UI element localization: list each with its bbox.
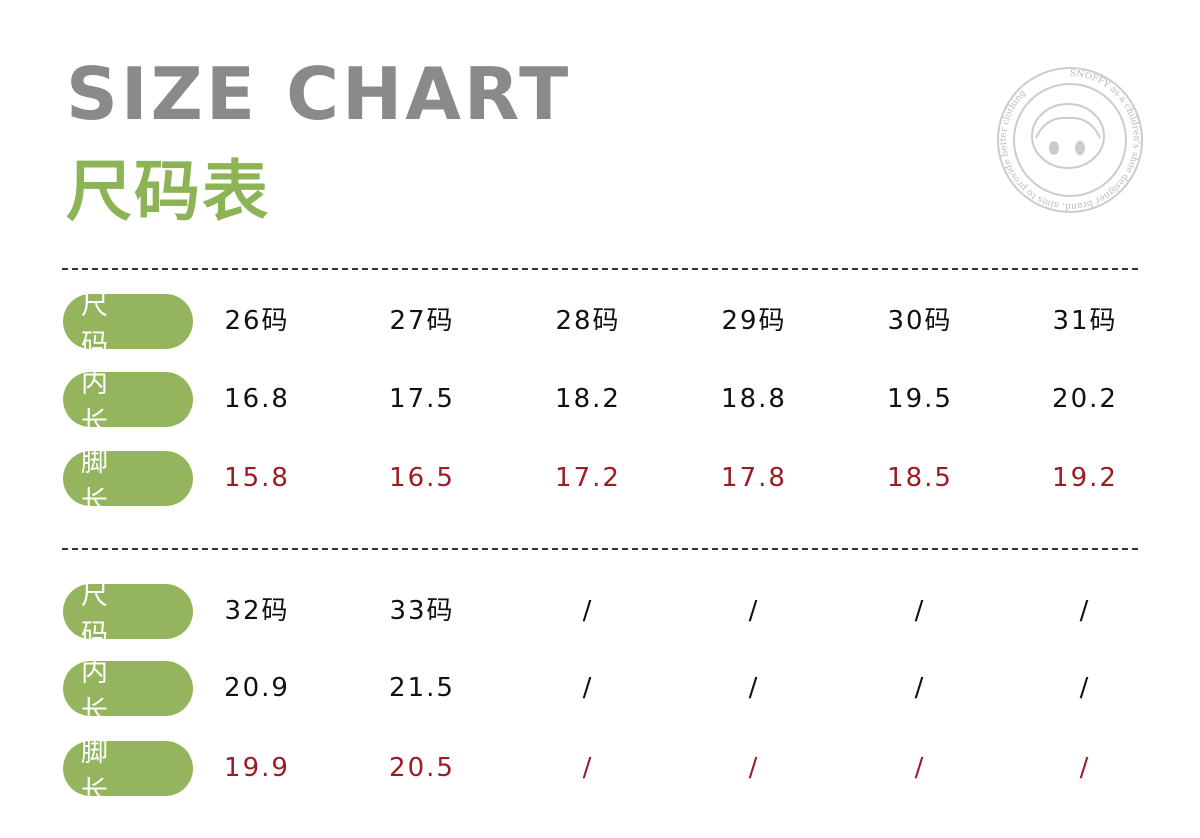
- title-chinese: 尺码表: [66, 153, 270, 230]
- table-cell: 16.5: [389, 463, 455, 493]
- table-cell: /: [1079, 596, 1091, 626]
- table-cell: 18.8: [721, 384, 787, 414]
- table-cell: 29码: [721, 306, 787, 336]
- table-cell: /: [748, 596, 760, 626]
- table-cell: 20.2: [1052, 384, 1118, 414]
- table-cell: /: [748, 673, 760, 703]
- table-cell: /: [914, 673, 926, 703]
- table-cell: /: [1079, 753, 1091, 783]
- brand-logo-stamp: SNOFFY as a children's shoe designer bra…: [997, 67, 1143, 213]
- dashed-divider: [62, 268, 1138, 270]
- dashed-divider: [62, 548, 1138, 550]
- row-label-pill: 脚 长: [63, 447, 193, 517]
- table-cell: 18.2: [555, 384, 621, 414]
- table-cell: 17.8: [721, 463, 787, 493]
- table-cell: 20.5: [389, 753, 455, 783]
- table-cell: 17.2: [555, 463, 621, 493]
- table-cell: 19.9: [224, 753, 290, 783]
- svg-text:SNOFFY as a children's shoe de: SNOFFY as a children's shoe designer bra…: [999, 69, 1141, 211]
- table-cell: 19.5: [887, 384, 953, 414]
- table-cell: 16.8: [224, 384, 290, 414]
- table-cell: /: [582, 596, 594, 626]
- table-cell: 30码: [887, 306, 953, 336]
- table-cell: 26码: [224, 306, 290, 336]
- row-label-pill: 内 长: [63, 657, 193, 727]
- table-cell: /: [748, 753, 760, 783]
- table-cell: 17.5: [389, 384, 455, 414]
- table-cell: /: [914, 596, 926, 626]
- table-cell: 32码: [224, 596, 290, 626]
- table-cell: /: [1079, 673, 1091, 703]
- table-cell: 18.5: [887, 463, 953, 493]
- table-cell: 21.5: [389, 673, 455, 703]
- row-label-pill: 脚 长: [63, 737, 193, 807]
- table-cell: 31码: [1052, 306, 1118, 336]
- row-label-pill: 内 长: [63, 368, 193, 438]
- table-cell: /: [914, 753, 926, 783]
- table-cell: 20.9: [224, 673, 290, 703]
- table-cell: /: [582, 673, 594, 703]
- table-cell: 15.8: [224, 463, 290, 493]
- table-cell: /: [582, 753, 594, 783]
- table-cell: 33码: [389, 596, 455, 626]
- row-label-pill: 尺 码: [63, 580, 193, 650]
- table-cell: 28码: [555, 306, 621, 336]
- table-cell: 27码: [389, 306, 455, 336]
- title-english: SIZE CHART: [66, 52, 572, 136]
- table-cell: 19.2: [1052, 463, 1118, 493]
- row-label-pill: 尺 码: [63, 290, 193, 360]
